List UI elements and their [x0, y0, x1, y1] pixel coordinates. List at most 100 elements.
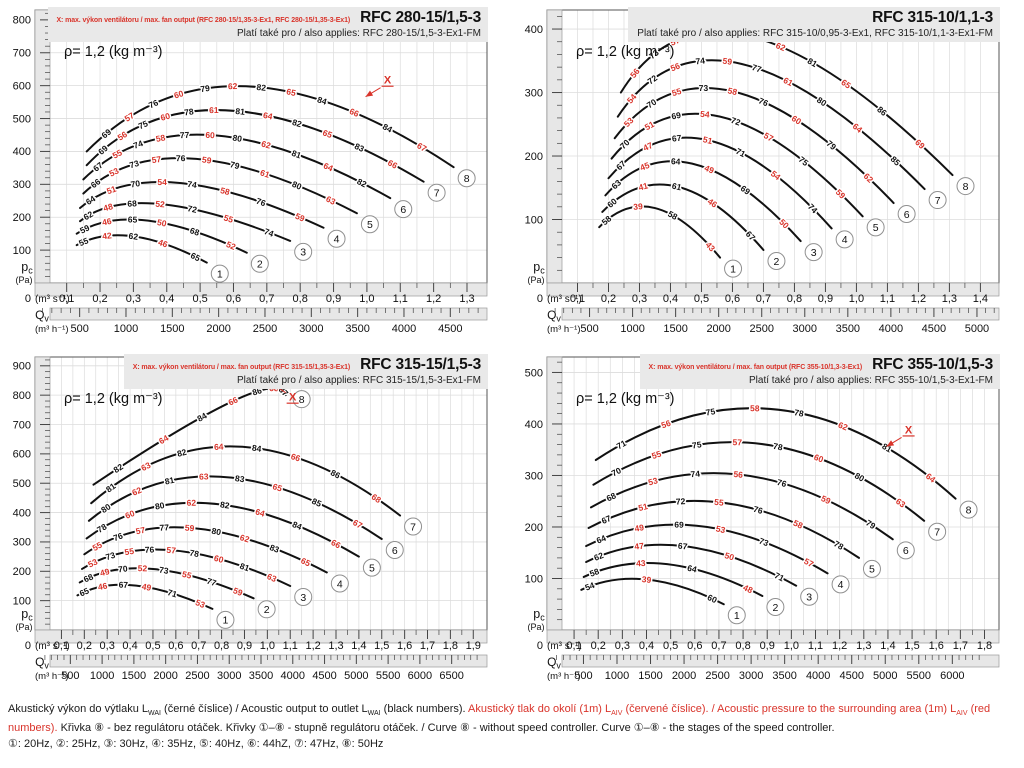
curve-label: 68 [370, 491, 384, 505]
svg-text:2500: 2500 [253, 323, 277, 335]
x-axis-volume-flow-h: Qv(m³ h⁻¹)500 1000 1500 2000 2500 3000 3500 400… [35, 307, 488, 335]
curve-label: 73 [758, 536, 771, 549]
curve-label: 65 [299, 555, 312, 568]
curve-label: 65 [271, 481, 283, 493]
curve-label: 59 [294, 211, 307, 224]
fan-curve-2 [601, 183, 765, 251]
curve-label: 46 [157, 237, 169, 250]
footer-legend: Akustický výkon do výtlaku LWAI (černé č… [0, 694, 1024, 752]
svg-text:(Pa): (Pa) [527, 275, 544, 285]
svg-text:8: 8 [966, 504, 972, 516]
fan-curve-8 [594, 407, 957, 500]
svg-text:4: 4 [337, 578, 343, 590]
svg-text:500: 500 [70, 323, 88, 335]
curve-label: 64 [595, 533, 608, 546]
curve-label: 64 [686, 563, 698, 575]
curve-label: 61 [782, 75, 795, 88]
svg-text:1,8: 1,8 [443, 640, 458, 652]
curve-label: 53 [107, 165, 120, 178]
svg-text:(Pa): (Pa) [527, 622, 544, 632]
svg-text:8: 8 [299, 394, 305, 406]
svg-text:6: 6 [903, 545, 909, 557]
svg-text:200: 200 [13, 212, 31, 224]
svg-text:(m³ s⁻¹): (m³ s⁻¹) [35, 641, 70, 652]
svg-text:0,6: 0,6 [226, 293, 241, 305]
svg-text:1,3: 1,3 [942, 293, 957, 305]
curve-number-badge-8: 8 [457, 169, 476, 188]
svg-text:4500: 4500 [312, 670, 336, 682]
fan-curve-3 [604, 160, 802, 243]
curve-label: 65 [285, 86, 297, 98]
svg-text:(m³ h⁻¹): (m³ h⁻¹) [547, 324, 581, 335]
svg-text:100: 100 [13, 595, 31, 607]
curve-number-badge-2: 2 [250, 254, 269, 273]
curve-label: 55 [111, 147, 124, 160]
svg-text:3500: 3500 [345, 323, 369, 335]
curve-label: 50 [156, 217, 167, 229]
fan-curve-1 [598, 205, 722, 259]
curve-label: 62 [128, 231, 139, 242]
curve-label: 55 [77, 235, 90, 248]
fan-curve-8 [85, 85, 455, 169]
curve-label: 83 [353, 141, 366, 154]
max-fan-output-note: X: max. výkon ventilátoru / max. fan out… [56, 17, 351, 24]
curve-label: 69 [674, 520, 684, 530]
svg-text:Qv: Qv [35, 655, 49, 671]
curve-label: 65 [839, 77, 853, 91]
svg-text:0: 0 [537, 293, 543, 305]
y-axis: 100 200 300 400 500 600 700 800 pc(Pa) 0 [13, 9, 51, 305]
x-axis-volume-flow-h: Qv(m³ h⁻¹)500 1000 1500 2000 2500 3000 3500 400… [547, 307, 1000, 335]
air-density-label: ρ= 1,2 (kg m⁻³) [64, 391, 163, 407]
curve-label: 81 [104, 481, 118, 495]
curve-label: 68 [189, 225, 201, 238]
svg-text:0,8: 0,8 [787, 293, 802, 305]
curve-label: 77 [205, 576, 217, 589]
curve-label: 60 [173, 88, 185, 100]
air-density-label: ρ= 1,2 (kg m⁻³) [64, 44, 163, 60]
svg-text:1: 1 [730, 263, 736, 275]
svg-text:X: X [289, 392, 297, 404]
curve-label: 65 [78, 585, 91, 598]
curve-label: 51 [643, 119, 656, 132]
curve-label: 57 [762, 130, 775, 144]
curve-label: 61 [671, 181, 683, 193]
charts-grid: 100 200 300 400 500 600 700 800 pc (Pa) 0 (m³ s⁻¹) 0… [13, 7, 1000, 682]
curve-label: 55 [91, 539, 104, 552]
curve-label: 71 [734, 146, 747, 159]
fan-curve-4 [79, 181, 325, 229]
svg-text:3500: 3500 [836, 323, 860, 335]
svg-text:2: 2 [772, 602, 778, 614]
curve-label: 47 [641, 140, 654, 153]
svg-text:1,7: 1,7 [953, 640, 968, 652]
fan-curve-3 [79, 202, 292, 242]
curve-label: 47 [634, 541, 645, 552]
svg-text:X: X [905, 424, 913, 436]
svg-text:5000: 5000 [965, 323, 989, 335]
svg-text:X: X [384, 75, 392, 87]
svg-text:7: 7 [935, 195, 941, 207]
curve-label: 58 [588, 566, 601, 579]
curve-number-badge-4: 4 [327, 229, 346, 248]
chart-title: RFC 355-10/1,5-3 [872, 356, 993, 373]
svg-text:1,5: 1,5 [374, 640, 389, 652]
svg-text:1,0: 1,0 [849, 293, 864, 305]
fan-curve-6 [87, 475, 383, 540]
curve-label: 86 [329, 467, 342, 480]
curve-label: 71 [166, 587, 178, 599]
curve-label: 58 [750, 403, 760, 413]
curve-label: 83 [234, 473, 245, 484]
svg-text:0,9: 0,9 [326, 293, 341, 305]
curve-label: 55 [650, 448, 662, 461]
svg-text:1,2: 1,2 [305, 640, 320, 652]
svg-text:0,8: 0,8 [293, 293, 308, 305]
svg-text:400: 400 [525, 419, 543, 431]
curve-label: 54 [584, 580, 597, 593]
curve-label: 77 [751, 62, 763, 75]
curve-label: 57 [135, 525, 146, 537]
frequency-legend: ①: 20Hz, ②: 25Hz, ③: 30Hz, ④: 35Hz, ⑤: 4… [8, 737, 1014, 752]
svg-text:4500: 4500 [438, 323, 462, 335]
y-axis: 100 200 300 400 500 600 700 800 900 pc(Pa) 0 [13, 356, 51, 652]
curve-label: 49 [703, 163, 716, 176]
curve-label: 79 [200, 83, 211, 94]
